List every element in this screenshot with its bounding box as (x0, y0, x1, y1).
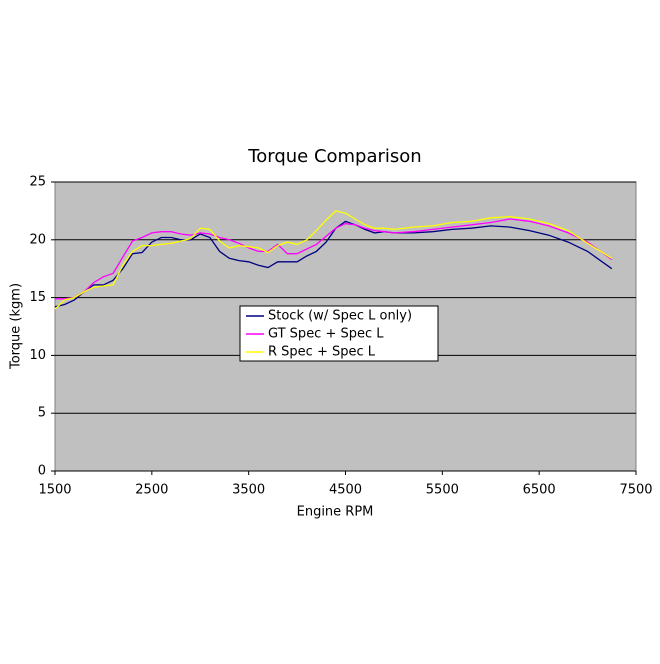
series-line (55, 218, 613, 300)
legend-label: R Spec + Spec L (268, 345, 376, 360)
x-tick-label: 6500 (523, 483, 556, 498)
series-line (54, 210, 613, 310)
x-tick-label: 4500 (329, 483, 362, 498)
x-tick-label: 3500 (232, 483, 265, 498)
y-tick-label: 10 (29, 348, 46, 363)
x-tick-label: 1500 (38, 483, 71, 498)
series-line (54, 220, 613, 308)
y-axis-label: Torque (kgm) (9, 283, 24, 370)
y-tick-label: 20 (29, 232, 46, 247)
y-tick-label: 25 (29, 175, 46, 190)
y-tick-label: 0 (38, 464, 46, 479)
chart-title: Torque Comparison (247, 146, 421, 167)
x-axis-label: Engine RPM (297, 505, 374, 520)
x-tick-label: 7500 (619, 483, 652, 498)
legend-label: GT Spec + Spec L (268, 327, 384, 342)
x-tick-label: 5500 (426, 483, 459, 498)
legend-box (239, 305, 439, 362)
y-tick-label: 15 (29, 290, 46, 305)
y-tick-label: 5 (38, 406, 46, 421)
legend-label: Stock (w/ Spec L only) (268, 309, 412, 324)
x-tick-label: 2500 (135, 483, 168, 498)
